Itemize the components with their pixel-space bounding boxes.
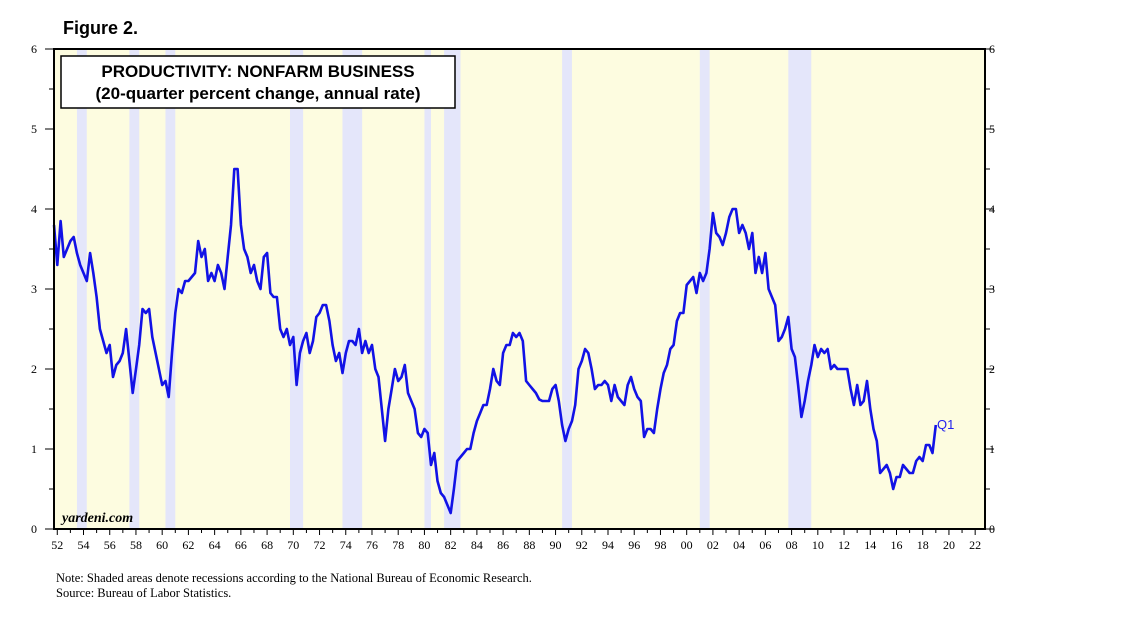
recession-band xyxy=(165,49,176,529)
recession-band xyxy=(129,49,140,529)
x-tick-label: 98 xyxy=(654,538,666,552)
x-tick-label: 86 xyxy=(497,538,509,552)
chart-title: PRODUCTIVITY: NONFARM BUSINESS xyxy=(101,62,414,81)
x-tick-label: 88 xyxy=(523,538,535,552)
y-tick-label-right: 3 xyxy=(989,282,995,296)
recession-band xyxy=(342,49,363,529)
source-note: Source: Bureau of Labor Statistics. xyxy=(56,586,232,600)
plot-frame xyxy=(53,48,986,530)
x-axis-ticks: 52 54 56 58 60 62 64 66 68 70 72 74 76 78 80 82 84 86 88 90… xyxy=(51,529,981,552)
x-tick-label: 22 xyxy=(969,538,981,552)
y-tick-label-right: 1 xyxy=(989,442,995,456)
y-tick-label-left: 5 xyxy=(31,122,37,136)
plot-area xyxy=(54,49,985,529)
y-tick-label-left: 2 xyxy=(31,362,37,376)
x-tick-label: 08 xyxy=(786,538,798,552)
x-tick-label: 62 xyxy=(182,538,194,552)
recession-band xyxy=(290,49,304,529)
y-tick-label-right: 0 xyxy=(989,522,995,536)
x-tick-label: 80 xyxy=(418,538,430,552)
recession-shading xyxy=(76,49,812,529)
x-tick-label: 04 xyxy=(733,538,745,552)
productivity-series-line xyxy=(52,167,938,515)
recession-band xyxy=(76,49,87,529)
x-tick-label: 10 xyxy=(812,538,824,552)
recession-band xyxy=(699,49,710,529)
x-tick-label: 58 xyxy=(130,538,142,552)
recession-band xyxy=(788,49,812,529)
x-tick-label: 14 xyxy=(864,538,876,552)
chart-title-box: PRODUCTIVITY: NONFARM BUSINESS (20-quart… xyxy=(60,55,456,109)
recession-note: Note: Shaded areas denote recessions acc… xyxy=(56,571,532,585)
title-box-frame xyxy=(60,55,456,109)
y-tick-label-right: 5 xyxy=(989,122,995,136)
x-tick-label: 68 xyxy=(261,538,273,552)
x-tick-label: 76 xyxy=(366,538,378,552)
recession-band xyxy=(424,49,431,529)
x-tick-label: 12 xyxy=(838,538,850,552)
x-tick-label: 92 xyxy=(576,538,588,552)
y-tick-label-left: 4 xyxy=(31,202,37,216)
x-tick-label: 66 xyxy=(235,538,247,552)
x-tick-label: 64 xyxy=(209,538,221,552)
end-point-label: Q1 xyxy=(937,417,954,432)
x-tick-label: 18 xyxy=(917,538,929,552)
y-tick-label-left: 1 xyxy=(31,442,37,456)
x-tick-label: 02 xyxy=(707,538,719,552)
x-tick-label: 70 xyxy=(287,538,299,552)
x-tick-label: 90 xyxy=(550,538,562,552)
x-tick-label: 56 xyxy=(104,538,116,552)
x-tick-label: 78 xyxy=(392,538,404,552)
recession-band xyxy=(444,49,461,529)
y-tick-label-right: 4 xyxy=(989,202,995,216)
plot-background xyxy=(54,49,985,529)
x-tick-label: 54 xyxy=(78,538,90,552)
y-tick-label-left: 3 xyxy=(31,282,37,296)
x-tick-label: 74 xyxy=(340,538,352,552)
y-tick-label-right: 2 xyxy=(989,362,995,376)
y-axis-ticks: 0 0 1 1 2 2 3 3 4 4 5 5 6 6 xyxy=(31,42,995,536)
y-tick-label-left: 0 xyxy=(31,522,37,536)
chart-subtitle: (20-quarter percent change, annual rate) xyxy=(96,84,421,103)
x-tick-label: 16 xyxy=(890,538,902,552)
series-layer xyxy=(52,167,938,515)
x-tick-label: 60 xyxy=(156,538,168,552)
x-tick-label: 94 xyxy=(602,538,614,552)
yardeni-watermark: yardeni.com xyxy=(60,511,133,526)
y-tick-label-right: 6 xyxy=(989,42,995,56)
x-tick-label: 52 xyxy=(51,538,63,552)
y-tick-label-left: 6 xyxy=(31,42,37,56)
x-tick-label: 06 xyxy=(759,538,771,552)
x-tick-label: 20 xyxy=(943,538,955,552)
x-tick-label: 00 xyxy=(681,538,693,552)
x-tick-label: 84 xyxy=(471,538,483,552)
figure-label: Figure 2. xyxy=(63,18,139,38)
x-tick-label: 96 xyxy=(628,538,640,552)
x-tick-label: 72 xyxy=(314,538,326,552)
x-tick-label: 82 xyxy=(445,538,457,552)
recession-band xyxy=(562,49,572,529)
